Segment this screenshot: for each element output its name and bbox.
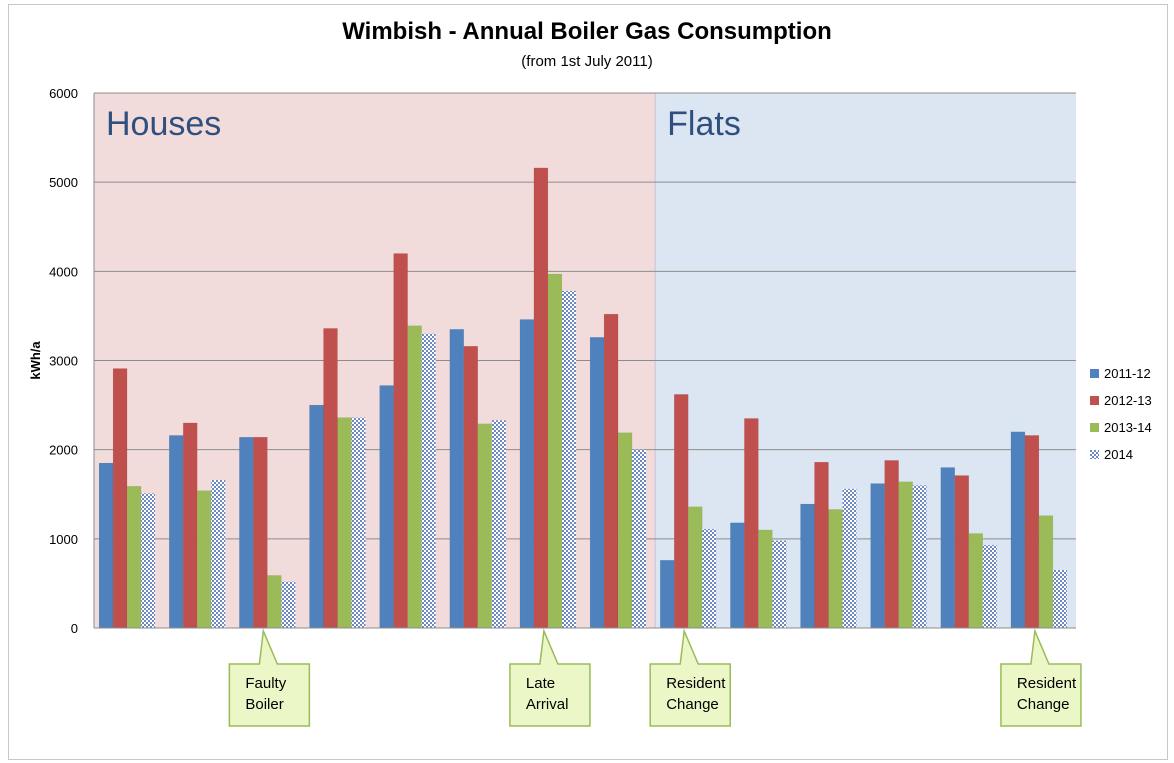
annotation-text: Change xyxy=(1017,696,1070,713)
region-label-flats: Flats xyxy=(667,105,741,143)
bar-2013-14-category-13 xyxy=(968,533,984,629)
legend-swatch-2012-13 xyxy=(1090,396,1099,405)
y-tick-label: 0 xyxy=(71,621,78,636)
bar-2013-14-category-9 xyxy=(687,506,703,629)
bar-2013-14-category-2 xyxy=(196,490,212,629)
annotation-text: Arrival xyxy=(526,696,569,713)
annotation-text: Resident xyxy=(1017,675,1077,692)
bar-2011-12-category-9 xyxy=(659,559,675,629)
bar-2013-14-category-5 xyxy=(407,325,422,629)
y-tick-label: 6000 xyxy=(49,86,78,101)
bar-2011-12-category-8 xyxy=(589,337,605,629)
bar-2011-12-category-4 xyxy=(309,404,324,629)
bar-2012-13-category-1 xyxy=(112,368,128,629)
bar-2011-12-category-3 xyxy=(239,436,254,629)
annotation-text: Late xyxy=(526,675,555,692)
bar-2011-12-category-10 xyxy=(730,522,745,629)
y-tick-label: 5000 xyxy=(49,175,78,190)
bar-2014-category-5 xyxy=(421,333,436,628)
annotation-callout xyxy=(509,628,591,727)
legend-swatch-2014 xyxy=(1090,450,1099,459)
bar-2013-14-category-12 xyxy=(898,481,913,629)
annotation-callout xyxy=(228,628,311,727)
bar-2014-category-13 xyxy=(982,545,997,628)
bar-2014-category-4 xyxy=(351,417,366,628)
bar-2011-12-category-13 xyxy=(940,467,956,629)
legend-label-2013-14: 2013-14 xyxy=(1104,420,1152,435)
bar-2012-13-category-14 xyxy=(1024,435,1040,629)
bar-2013-14-category-11 xyxy=(828,509,843,629)
bar-2012-13-category-4 xyxy=(323,328,338,629)
annotation-text: Resident xyxy=(666,675,726,692)
bar-2013-14-category-8 xyxy=(617,432,633,629)
bar-2011-12-category-12 xyxy=(870,483,885,629)
bar-2012-13-category-13 xyxy=(954,475,970,629)
bar-2012-13-category-11 xyxy=(814,461,829,629)
bar-2014-category-12 xyxy=(912,485,927,628)
bar-2014-category-14 xyxy=(1052,570,1067,628)
bar-2013-14-category-6 xyxy=(477,423,493,629)
annotation-text: Change xyxy=(666,696,719,713)
y-tick-label: 4000 xyxy=(49,264,78,279)
y-tick-label: 3000 xyxy=(49,354,78,369)
bar-2014-category-2 xyxy=(211,479,226,628)
bar-2011-12-category-7 xyxy=(519,319,535,629)
legend-swatch-2013-14 xyxy=(1090,423,1099,432)
bar-2013-14-category-3 xyxy=(267,575,282,629)
bar-2013-14-category-1 xyxy=(126,485,142,629)
bar-2012-13-category-6 xyxy=(463,345,479,629)
y-tick-label: 2000 xyxy=(49,443,78,458)
bar-2012-13-category-5 xyxy=(393,253,408,629)
bar-2012-13-category-9 xyxy=(673,394,689,629)
bar-2013-14-category-14 xyxy=(1038,515,1054,629)
bar-2014-category-9 xyxy=(702,529,717,628)
y-tick-label: 1000 xyxy=(49,532,78,547)
annotation-text: Faulty xyxy=(245,675,286,692)
bar-2012-13-category-12 xyxy=(884,460,899,629)
annotation-callout xyxy=(1000,628,1082,727)
legend-swatch-2011-12 xyxy=(1090,369,1099,378)
bar-2014-category-6 xyxy=(491,420,506,628)
bar-2013-14-category-10 xyxy=(758,529,773,629)
bar-2011-12-category-6 xyxy=(449,329,465,629)
bar-2012-13-category-7 xyxy=(533,167,549,629)
bar-2014-category-3 xyxy=(281,581,296,628)
bar-2012-13-category-10 xyxy=(744,418,759,629)
bar-2012-13-category-2 xyxy=(182,422,198,629)
bar-2013-14-category-7 xyxy=(547,273,563,629)
bar-2011-12-category-11 xyxy=(800,503,815,629)
region-label-houses: Houses xyxy=(106,105,221,143)
bar-2014-category-8 xyxy=(632,449,647,628)
bar-2011-12-category-5 xyxy=(379,385,394,629)
bar-2011-12-category-14 xyxy=(1010,431,1026,629)
bar-2012-13-category-3 xyxy=(253,436,268,629)
chart-title: Wimbish - Annual Boiler Gas Consumption xyxy=(342,18,832,45)
bar-2013-14-category-4 xyxy=(337,417,352,629)
annotation-text: Boiler xyxy=(245,696,283,713)
bar-2014-category-11 xyxy=(842,488,857,628)
bar-2011-12-category-2 xyxy=(168,435,184,629)
annotation-callout xyxy=(649,628,731,727)
bar-2012-13-category-8 xyxy=(603,313,619,629)
chart-subtitle: (from 1st July 2011) xyxy=(521,53,653,70)
bar-2014-category-10 xyxy=(772,540,787,628)
legend-label-2012-13: 2012-13 xyxy=(1104,393,1152,408)
bar-2014-category-1 xyxy=(141,493,156,628)
bar-2011-12-category-1 xyxy=(98,462,114,629)
legend-label-2011-12: 2011-12 xyxy=(1104,366,1151,381)
y-axis-label: kWh/a xyxy=(28,341,43,380)
legend-label-2014: 2014 xyxy=(1104,447,1133,462)
bar-2014-category-7 xyxy=(561,290,576,628)
